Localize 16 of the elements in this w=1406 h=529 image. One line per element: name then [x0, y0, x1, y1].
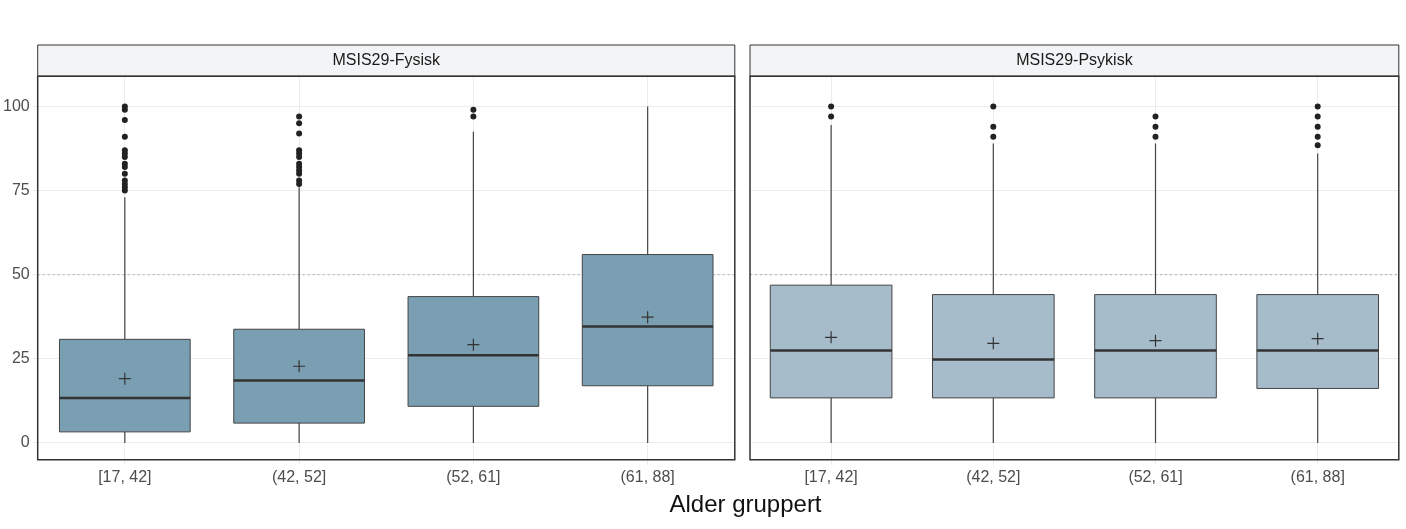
x-tick-label: (42, 52]	[966, 467, 1021, 485]
y-tick-label: 0	[20, 433, 30, 451]
y-tick-label: 100	[2, 96, 30, 114]
x-tick-label: (52, 61]	[446, 467, 501, 485]
x-tick-label: (61, 88]	[620, 467, 675, 485]
y-tick-label: 25	[11, 349, 30, 367]
x-tick-label: [17, 42]	[98, 467, 152, 485]
x-tick-label: (42, 52]	[271, 467, 327, 485]
x-axis-title: Alder gruppert	[668, 490, 823, 518]
chart-title: MSIS29-Psykisk	[1016, 51, 1134, 69]
x-tick-label: [17, 42]	[804, 467, 858, 485]
y-tick-label: 75	[11, 181, 30, 199]
chart-title: MSIS29-Fysisk	[332, 51, 442, 69]
x-tick-label: (52, 61]	[1128, 467, 1183, 485]
y-tick-label: 50	[11, 265, 30, 283]
x-tick-label: (61, 88]	[1290, 467, 1345, 485]
